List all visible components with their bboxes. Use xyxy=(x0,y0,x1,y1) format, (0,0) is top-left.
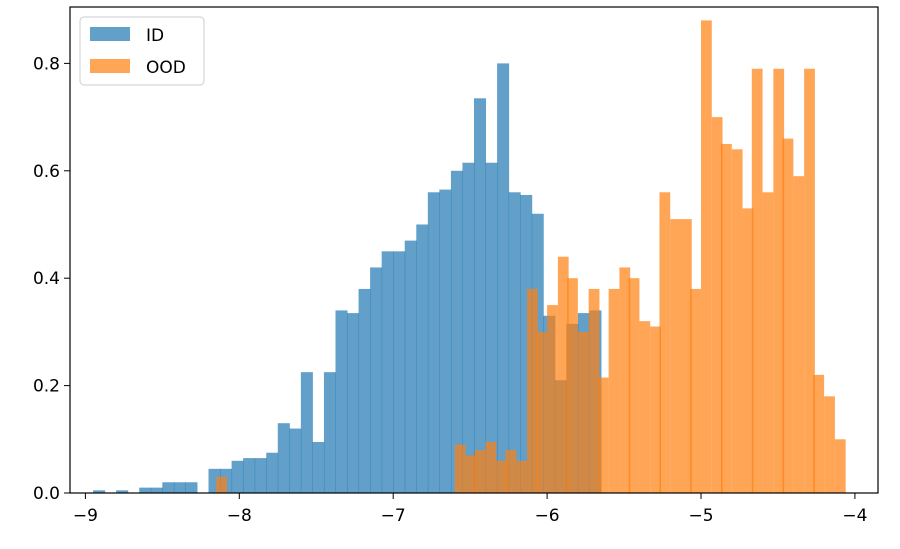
id-bar xyxy=(162,482,175,493)
ood-bar xyxy=(824,396,835,493)
ood-bar xyxy=(505,450,517,493)
x-tick-label: −4 xyxy=(842,506,867,526)
ood-bar xyxy=(813,374,825,493)
ood-bar xyxy=(659,192,671,493)
ood-bar xyxy=(670,219,681,493)
ood-bar xyxy=(557,256,569,493)
legend-swatch-ood xyxy=(90,59,130,73)
ood-bar xyxy=(690,288,702,493)
id-bar xyxy=(243,458,256,493)
id-bar xyxy=(300,372,313,493)
ood-bar xyxy=(496,460,508,493)
ood-bar xyxy=(639,321,651,493)
id-bar xyxy=(93,490,106,493)
ood-bar xyxy=(516,460,528,493)
ood-bar xyxy=(628,278,640,493)
ood-bar xyxy=(608,288,620,493)
id-bar xyxy=(323,372,336,493)
id-bar xyxy=(508,192,521,493)
id-bar xyxy=(462,162,475,493)
ood-bar xyxy=(216,476,227,493)
id-series-bars xyxy=(93,63,602,494)
legend-label-ood: OOD xyxy=(146,58,186,78)
y-tick-label: 0.8 xyxy=(33,54,60,74)
id-bar xyxy=(439,189,452,493)
ood-bar xyxy=(711,117,723,494)
ood-bar xyxy=(793,176,805,493)
ood-bar xyxy=(782,138,794,493)
id-bar xyxy=(393,251,406,493)
ood-bar xyxy=(547,305,558,493)
legend-swatch-id xyxy=(90,27,130,41)
ood-bar xyxy=(834,439,846,493)
id-bar xyxy=(335,310,348,493)
y-tick-label: 0.2 xyxy=(33,377,60,397)
id-bar xyxy=(277,423,290,493)
id-bar xyxy=(427,192,440,493)
ood-bar xyxy=(762,192,774,493)
id-bar xyxy=(231,460,244,493)
x-tick-label: −6 xyxy=(535,506,560,526)
ood-bar xyxy=(751,68,763,494)
x-axis: −9 −8 −7 −6 −5 −4 xyxy=(73,493,867,526)
ood-bar xyxy=(773,68,785,494)
x-tick-label: −9 xyxy=(73,506,98,526)
ood-bar xyxy=(681,219,692,493)
ood-bar xyxy=(567,278,578,493)
id-bar xyxy=(185,482,198,493)
ood-bar xyxy=(619,267,631,493)
id-bar xyxy=(450,170,463,494)
id-bar xyxy=(116,490,129,493)
ood-bar xyxy=(721,143,732,494)
legend: ID OOD xyxy=(79,16,205,86)
id-bar xyxy=(485,162,498,493)
ood-bar xyxy=(465,455,477,493)
id-bar xyxy=(254,458,267,493)
x-tick-label: −7 xyxy=(381,506,406,526)
ood-bar xyxy=(597,377,609,493)
id-bar xyxy=(139,487,152,493)
ood-bar xyxy=(701,20,712,493)
id-bar xyxy=(312,441,325,493)
id-bar xyxy=(404,240,417,493)
id-bar xyxy=(173,482,186,493)
id-bar xyxy=(150,487,163,493)
y-tick-label: 0.4 xyxy=(33,269,60,289)
id-bar xyxy=(416,224,429,494)
ood-series-bars xyxy=(216,20,846,494)
ood-bar xyxy=(577,331,589,493)
id-bar xyxy=(347,313,360,493)
id-bar xyxy=(497,63,510,493)
y-tick-label: 0.6 xyxy=(33,162,60,182)
id-bar xyxy=(266,452,279,493)
ood-bar xyxy=(731,149,743,493)
id-bar xyxy=(370,267,383,493)
ood-bar xyxy=(804,68,815,494)
id-bar xyxy=(289,428,302,493)
legend-label-id: ID xyxy=(146,26,164,46)
y-axis: 0.0 0.2 0.4 0.6 0.8 xyxy=(33,54,70,504)
ood-bar xyxy=(536,331,548,493)
id-bar xyxy=(358,288,371,493)
ood-bar xyxy=(474,450,486,493)
x-tick-label: −8 xyxy=(227,506,252,526)
ood-bar xyxy=(588,288,600,493)
ood-bar xyxy=(527,288,538,493)
id-bar xyxy=(474,98,487,493)
ood-bar xyxy=(485,441,497,493)
id-bar xyxy=(381,251,394,493)
plot-frame xyxy=(69,6,879,494)
y-tick-label: 0.0 xyxy=(33,484,60,504)
ood-bar xyxy=(650,326,661,493)
x-tick-label: −5 xyxy=(688,506,713,526)
ood-bar xyxy=(742,208,754,493)
ood-bar xyxy=(454,444,466,493)
